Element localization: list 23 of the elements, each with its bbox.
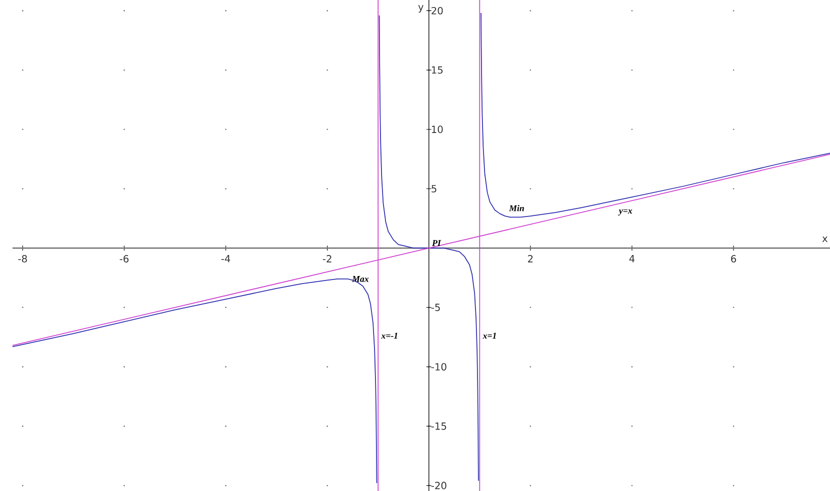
ref-line-label: x=-1	[381, 332, 398, 338]
y-tick-label: -5	[431, 304, 440, 311]
x-tick-label: -2	[322, 254, 332, 262]
x-tick-label: 6	[731, 254, 736, 262]
x-tick-label: -4	[221, 254, 230, 262]
y-tick-label: -15	[431, 422, 446, 430]
y-tick-label: -10	[431, 362, 446, 370]
annotation: Max	[352, 276, 369, 282]
series-label: y=x	[618, 209, 632, 216]
y-tick-label: 15	[432, 66, 443, 74]
y-tick-label: 20	[432, 6, 443, 14]
x-tick-label: 2	[528, 254, 533, 262]
x-tick-label: -8	[18, 254, 27, 262]
y-axis-title: y	[418, 4, 424, 12]
ref-line-label: x=1	[482, 332, 496, 338]
annotation: PI	[432, 240, 442, 246]
x-axis-title: x	[822, 236, 828, 242]
annotation: Min	[508, 204, 524, 211]
x-tick-label: -6	[120, 254, 129, 262]
y-tick-label: 5	[432, 184, 436, 192]
x-tick-label: 4	[629, 254, 635, 262]
y-tick-label: -20	[431, 482, 446, 490]
y-tick-label: 10	[432, 125, 443, 133]
